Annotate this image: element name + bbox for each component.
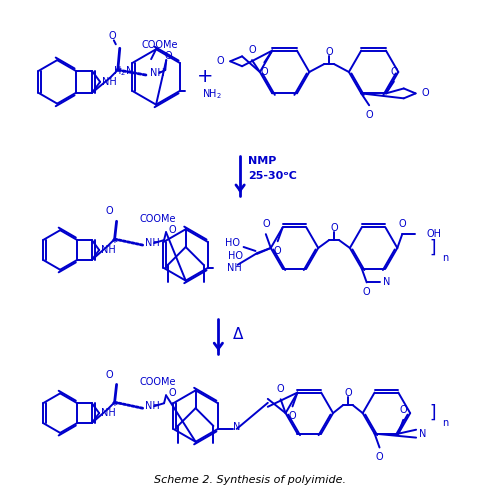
Text: NH$_2$: NH$_2$ [202,87,222,101]
Text: O: O [400,405,407,415]
Text: COOMe: COOMe [140,377,176,387]
Text: O: O [277,384,284,394]
Text: O: O [262,219,270,229]
Text: *: * [112,401,117,411]
Text: O: O [376,453,384,462]
Text: *: * [112,238,117,248]
Text: NH: NH [102,77,117,87]
Text: O: O [108,32,116,41]
Text: HO: HO [224,238,240,248]
Text: NH: NH [227,263,242,273]
Text: Δ: Δ [233,327,243,341]
Text: COOMe: COOMe [142,41,178,50]
Text: N: N [419,429,426,439]
Text: O: O [326,47,333,57]
Text: NMP: NMP [248,156,276,166]
Text: O: O [260,67,268,78]
Text: 25-30ᵒC: 25-30ᵒC [248,171,297,181]
Text: COOMe: COOMe [140,214,176,224]
Text: O: O [344,388,352,398]
Text: NH: NH [101,408,116,418]
Text: *: * [116,67,121,77]
Text: NH: NH [146,238,160,248]
Text: NH: NH [146,401,160,411]
Text: N: N [232,422,240,432]
Text: HO: HO [228,251,243,261]
Text: O: O [216,56,224,66]
Text: ]: ] [430,239,436,257]
Text: O: O [274,246,281,256]
Text: O: O [164,51,172,61]
Text: O: O [398,219,406,229]
Text: +: + [198,68,214,86]
Text: O: O [422,88,430,98]
Text: H$_2$N: H$_2$N [113,64,134,78]
Text: O: O [330,223,338,233]
Text: n: n [442,418,448,428]
Text: O: O [248,45,256,55]
Text: O: O [168,388,175,398]
Text: Scheme 2. Synthesis of polyimide.: Scheme 2. Synthesis of polyimide. [154,475,346,485]
Text: O: O [106,370,114,379]
Text: ]: ] [430,404,436,422]
Text: NH: NH [150,68,165,78]
Text: O: O [288,412,296,421]
Text: O: O [366,110,373,120]
Text: OH: OH [427,229,442,239]
Text: O: O [390,67,398,77]
Text: NH: NH [101,245,116,255]
Text: N: N [383,278,390,288]
Text: O: O [106,206,114,216]
Text: O: O [168,225,175,235]
Text: O: O [363,288,370,297]
Text: n: n [442,253,448,263]
